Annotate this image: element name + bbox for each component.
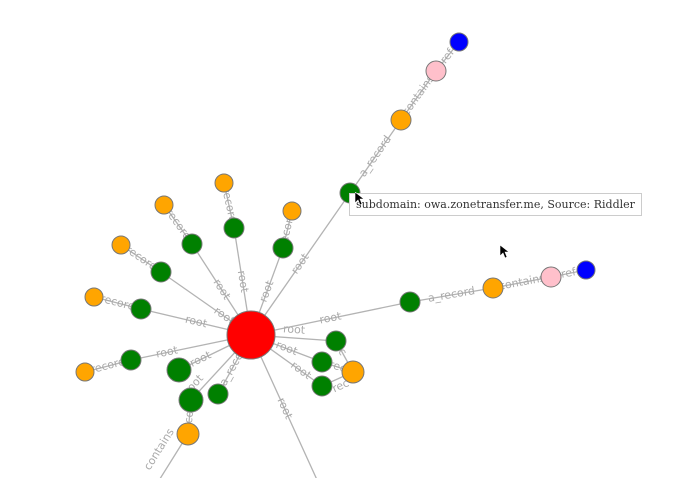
node-asn[interactable] [449,32,469,52]
node-subdomain[interactable] [399,291,421,313]
edge-label: root [283,322,307,337]
edge-label: root [257,278,277,304]
node-ip[interactable] [341,360,365,384]
edge-label: contains [141,426,177,473]
edge-label: ref [560,265,578,281]
node-asn[interactable] [576,260,596,280]
edge-label: root [235,270,251,294]
node-ip[interactable] [84,287,104,307]
edge-a_record [409,287,494,303]
node-ip[interactable] [282,201,302,221]
edge-label: root [155,343,180,360]
mouse-cursor-icon [500,245,510,259]
node-subdomain[interactable] [311,375,333,397]
edge-label: root [210,276,233,302]
edge-a_record [349,119,402,194]
node-subdomain[interactable] [178,387,204,413]
node-subdomain[interactable] [207,383,229,405]
node-subdomain[interactable] [130,298,152,320]
node-ip[interactable] [214,173,234,193]
edge-label: root [274,338,300,358]
node-ip[interactable] [75,362,95,382]
edge-label: a_record [427,284,476,305]
edge-label: root [274,396,295,422]
node-ip[interactable] [154,195,174,215]
edge-label: contains [498,271,546,292]
node-subdomain[interactable] [166,357,192,383]
node-ip[interactable] [111,235,131,255]
node-subdomain[interactable] [311,351,333,373]
edge-root [250,301,411,336]
edge-label: root [188,348,214,370]
edge-label: root [318,309,343,326]
node-netblock[interactable] [540,266,562,288]
edge-label: root [184,313,209,331]
node-ip[interactable] [482,277,504,299]
node-subdomain[interactable] [120,349,142,371]
edge-label: a_record [356,133,394,179]
node-subdomain[interactable] [272,237,294,259]
edge-root [250,334,317,478]
edge-label: root [288,359,314,383]
node-ip[interactable] [390,109,412,131]
node-tooltip: subdomain: owa.zonetransfer.me, Source: … [349,193,642,216]
mouse-cursor-icon [355,192,365,206]
node-root[interactable] [226,310,276,360]
node-netblock[interactable] [425,60,447,82]
edge-label: root [288,250,312,276]
edge-root [250,192,351,336]
edge-label: rec [330,376,351,395]
node-subdomain[interactable] [325,330,347,352]
node-ip[interactable] [176,422,200,446]
node-subdomain[interactable] [223,217,245,239]
node-subdomain[interactable] [181,233,203,255]
node-subdomain[interactable] [150,261,172,283]
